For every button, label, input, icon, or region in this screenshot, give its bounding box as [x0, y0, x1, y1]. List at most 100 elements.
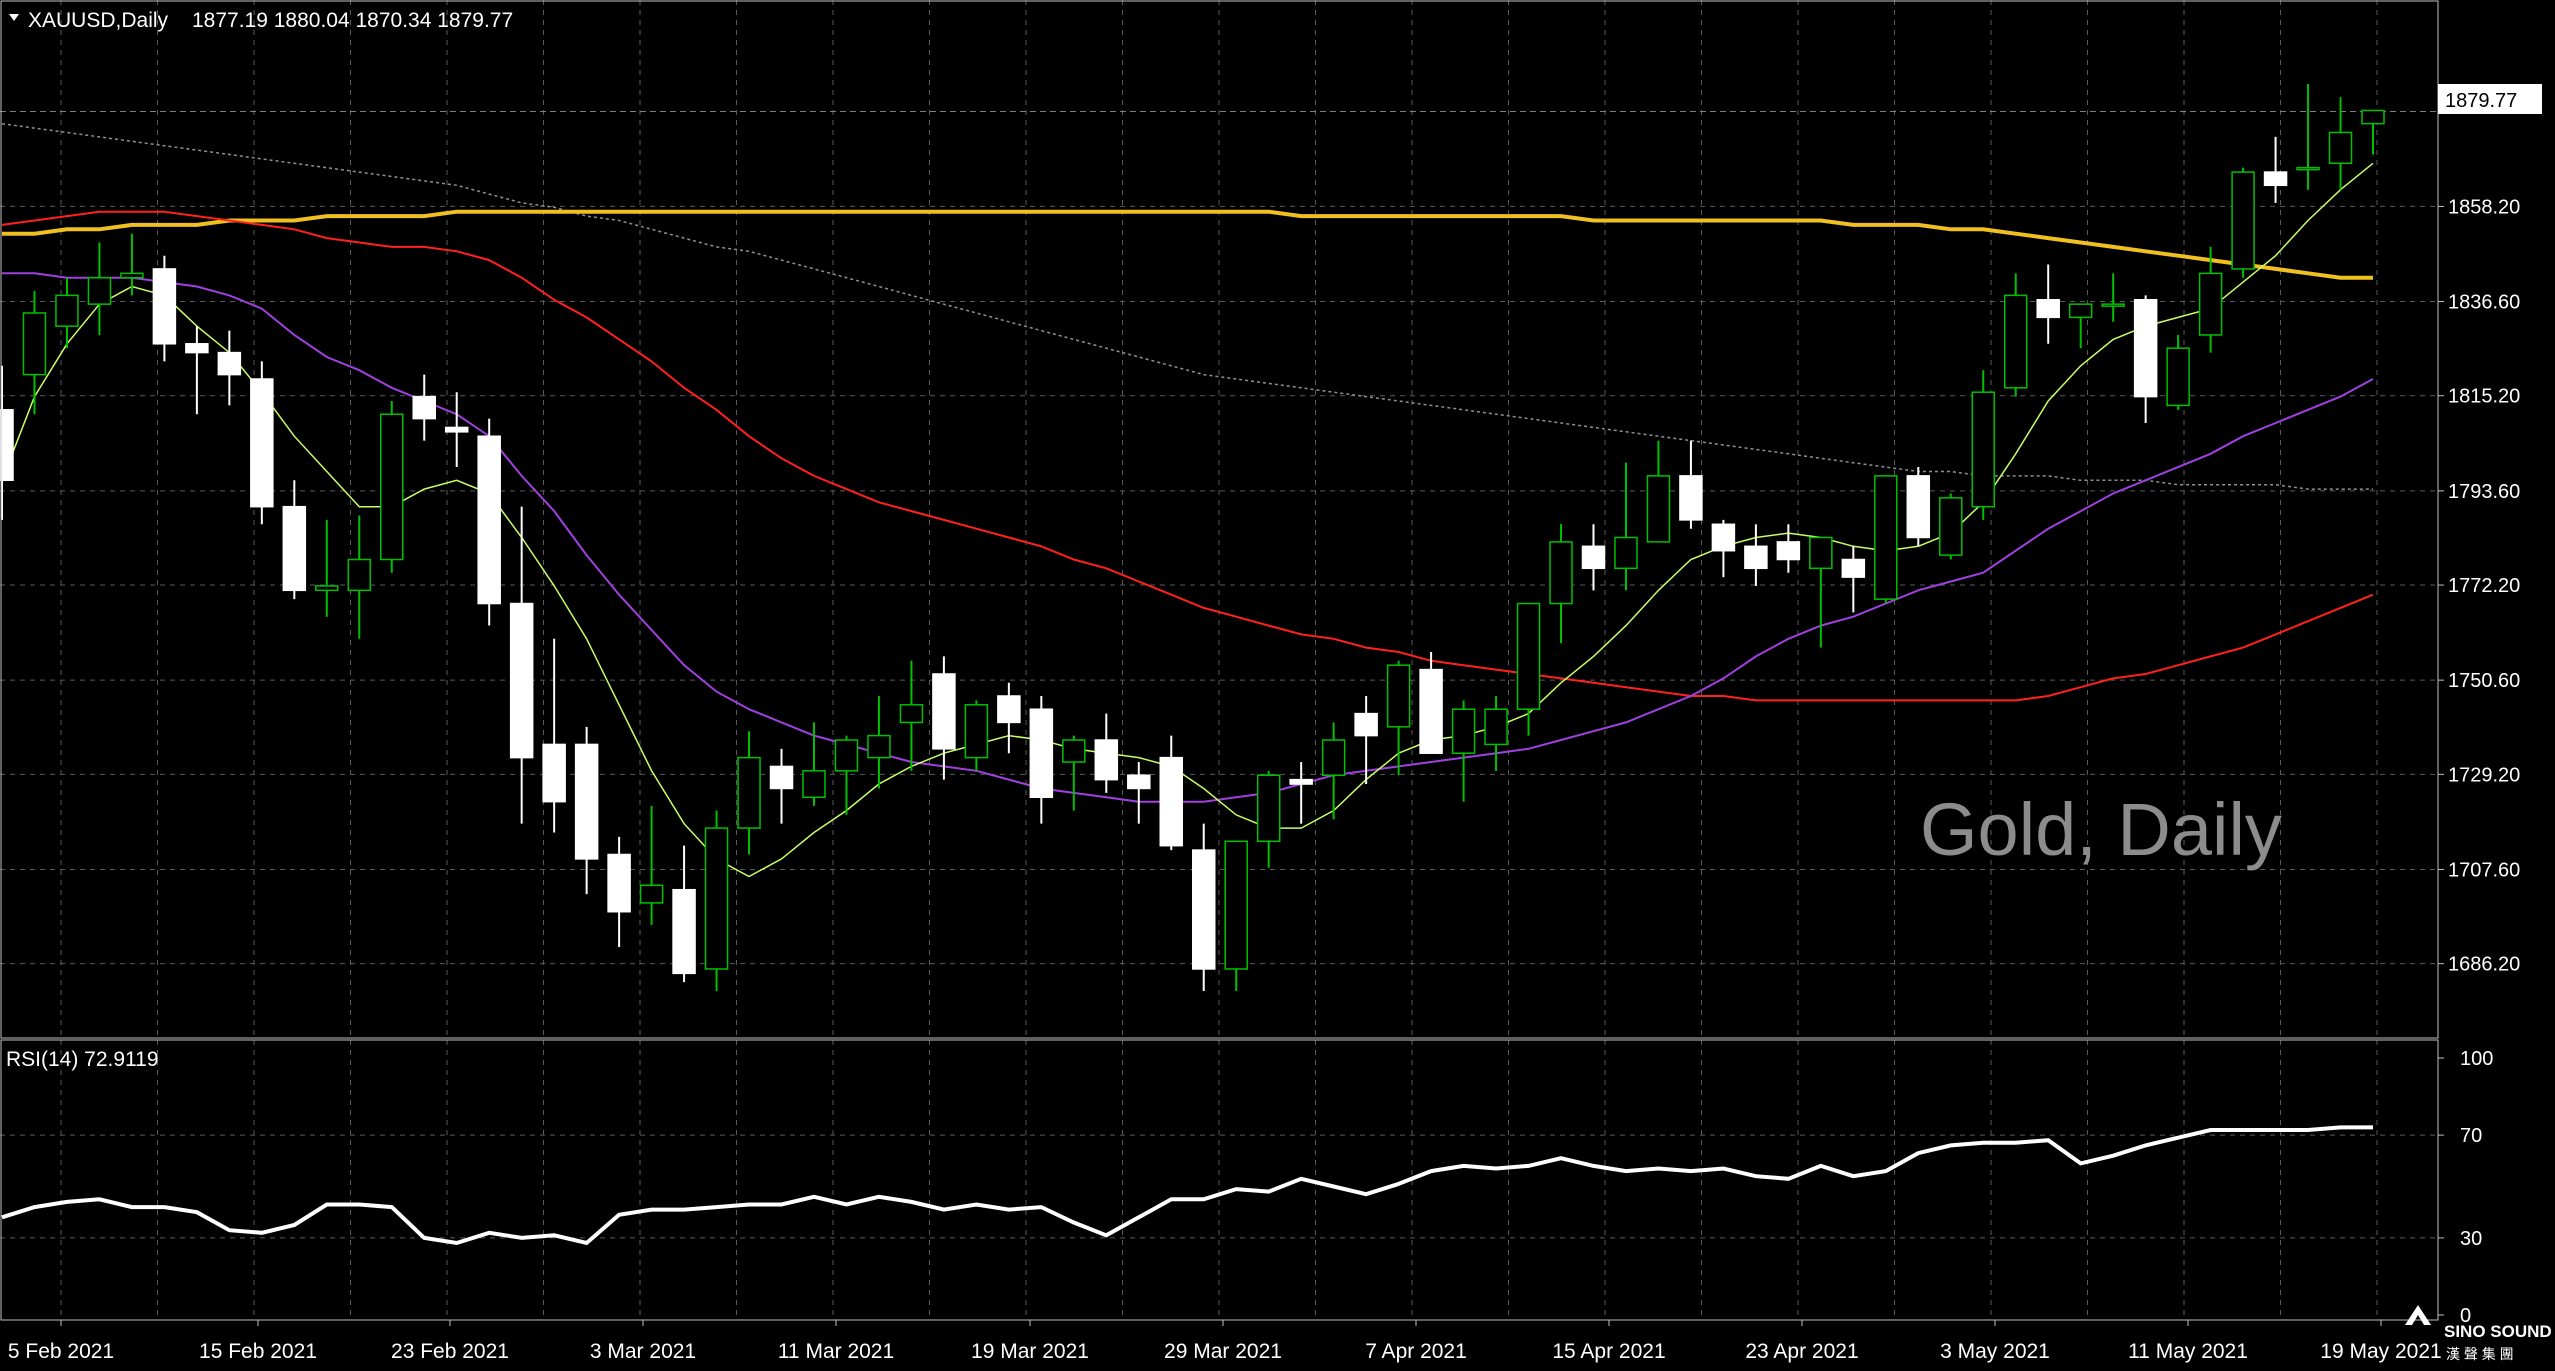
candle: [2263, 136, 2288, 203]
rsi-tick-label: 70: [2460, 1125, 2482, 1147]
candle-body: [2361, 109, 2385, 125]
candle-body: [1744, 545, 1768, 570]
candle: [1744, 524, 1768, 586]
candle: [2133, 295, 2158, 424]
candle: [1874, 475, 1898, 604]
candle-body: [412, 395, 436, 420]
candle: [1809, 536, 1833, 648]
y-tick-label: 1750.60: [2448, 670, 2520, 692]
candle-body: [120, 272, 144, 279]
ma-red-line: [1, 210, 2374, 702]
main-panel-frame: [0, 0, 2439, 1039]
candle: [509, 506, 534, 824]
rsi-tick-label: 0: [2460, 1305, 2471, 1327]
candle: [185, 326, 209, 415]
candle-body: [152, 268, 177, 345]
candle-body: [1939, 497, 1963, 556]
candle-body: [1354, 712, 1378, 737]
candle-body: [1516, 602, 1541, 710]
candle: [1354, 695, 1378, 785]
current-price-box: [2438, 84, 2542, 114]
candle: [1939, 493, 1963, 560]
y-tick-label: 1858.20: [2448, 196, 2520, 218]
candle: [2198, 246, 2223, 353]
y-tick-label: 1772.20: [2448, 575, 2520, 597]
frames: [0, 0, 2439, 1321]
current-price-label: 1879.77: [2445, 90, 2517, 112]
candle-body: [672, 888, 696, 975]
candle-body: [542, 743, 566, 803]
candle: [1094, 713, 1119, 793]
candle: [1549, 524, 1573, 644]
chart-header: XAUUSD,Daily 1877.19 1880.04 1870.34 187…: [9, 9, 513, 32]
candle: [2101, 273, 2125, 322]
candle-body: [2101, 303, 2125, 307]
x-tick-label: 11 May 2021: [2128, 1340, 2248, 1363]
sino-sound-logo: SINO SOUND 漢 聲 集 團: [2405, 1305, 2552, 1362]
x-tick-label: 19 Mar 2021: [971, 1340, 1089, 1363]
candle: [1841, 546, 1866, 613]
logo-mark-icon: [2405, 1305, 2431, 1325]
y-tick-label: 1729.20: [2448, 764, 2520, 786]
candle: [22, 290, 47, 415]
candle: [1484, 695, 1508, 771]
x-tick-label: 3 Mar 2021: [590, 1340, 696, 1363]
candle: [607, 836, 631, 947]
candle-body: [1159, 756, 1184, 847]
candle: [932, 656, 956, 780]
candle-body: [1419, 668, 1443, 754]
triangle-down-icon[interactable]: [9, 14, 19, 21]
candle: [347, 515, 372, 639]
candle-body: [997, 695, 1021, 724]
candle: [737, 731, 761, 855]
candle-body: [1549, 541, 1573, 605]
candle-body: [2328, 131, 2353, 165]
candle-body: [834, 739, 859, 772]
candle: [1289, 762, 1313, 824]
candle: [899, 660, 924, 771]
x-tick-label: 3 May 2021: [1940, 1340, 2050, 1363]
x-tick-label: 7 Apr 2021: [1365, 1340, 1467, 1363]
y-tick-label: 1707.60: [2448, 859, 2520, 881]
candle-body: [2198, 272, 2223, 336]
candle: [1321, 722, 1346, 820]
x-tick-label: 23 Feb 2021: [391, 1340, 509, 1363]
candle: [1224, 840, 1248, 991]
x-tick-label: 19 May 2021: [2320, 1340, 2441, 1363]
candle: [704, 810, 729, 991]
ma-purple-line: [2, 272, 2374, 803]
candle-body: [1127, 774, 1151, 790]
candle-body: [2166, 347, 2190, 407]
candle-body: [1386, 664, 1411, 728]
candle-body: [1679, 475, 1703, 521]
candle: [2296, 84, 2320, 190]
x-tick-label: 5 Feb 2021: [8, 1340, 114, 1363]
x-tick-label: 11 Mar 2021: [778, 1340, 894, 1363]
candle-body: [899, 704, 924, 724]
candle-body: [1484, 708, 1508, 746]
rsi-panel-frame: [0, 1039, 2439, 1321]
candle: [1776, 524, 1801, 573]
candle: [2328, 97, 2353, 190]
candle-body: [217, 351, 242, 376]
axes: 1858.20 1836.60 1815.20 1793.60 1772.20 1750.…: [8, 196, 2520, 1363]
candle-body: [2263, 171, 2288, 187]
candle-body: [282, 505, 307, 592]
candle-body: [1874, 475, 1898, 600]
candle-body: [1224, 840, 1248, 970]
candle: [152, 255, 177, 362]
watermark-label: Gold, Daily: [1920, 788, 2282, 871]
candle: [2036, 264, 2060, 344]
candle-body: [1809, 536, 1833, 570]
candle-body: [769, 765, 794, 790]
x-tick-label: 15 Apr 2021: [1552, 1340, 1665, 1363]
candle-body: [1581, 545, 1606, 570]
candle-body: [2133, 299, 2158, 398]
candle: [412, 374, 436, 441]
candle: [1516, 602, 1541, 736]
candle: [1159, 735, 1184, 851]
rsi-line: [1, 1125, 2373, 1246]
grid: [0, 0, 2438, 1320]
x-tick-label: 23 Apr 2021: [1745, 1340, 1858, 1363]
